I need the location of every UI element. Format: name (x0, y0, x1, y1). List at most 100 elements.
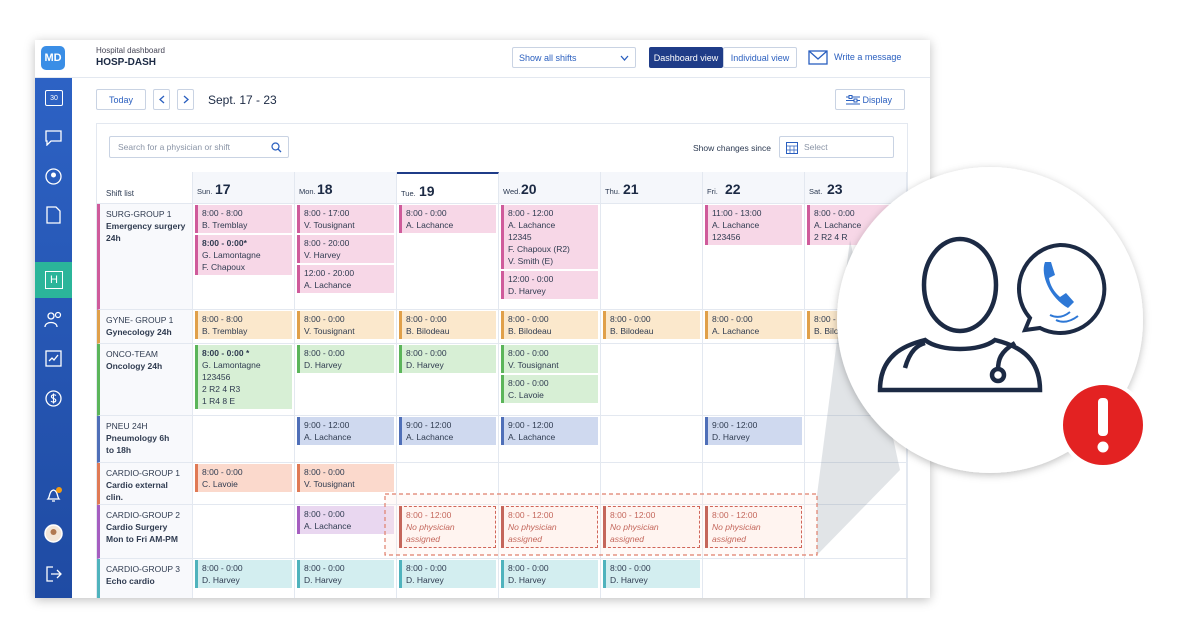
day-cell[interactable]: 8:00 - 0:00 D. Harvey (601, 559, 703, 598)
day-header[interactable]: Mon. 18 (295, 172, 397, 204)
day-cell[interactable] (601, 204, 703, 310)
shift-block[interactable]: 8:00 - 0:00 A. Lachance (705, 311, 802, 339)
prev-button[interactable] (153, 89, 170, 110)
day-cell[interactable]: 8:00 - 0:00 D. Harvey (397, 559, 499, 598)
shift-block[interactable]: 8:00 - 17:00 V. Tousignant (297, 205, 394, 233)
day-cell[interactable] (601, 344, 703, 416)
chat-icon[interactable] (45, 130, 62, 146)
day-cell[interactable] (703, 463, 805, 505)
day-cell[interactable] (499, 463, 601, 505)
dashboard-view[interactable]: Dashboard view (649, 47, 723, 68)
day-header[interactable]: Sun. 17 (193, 172, 295, 204)
day-cell[interactable] (193, 416, 295, 463)
billing-icon[interactable] (45, 390, 62, 407)
shift-label[interactable]: PNEU 24H Pneumology 6h to 18h (97, 416, 193, 463)
shift-label[interactable]: GYNE- GROUP 1 Gynecology 24h (97, 310, 193, 344)
day-cell[interactable]: 8:00 - 0:00 D. Harvey (193, 559, 295, 598)
day-cell[interactable]: 8:00 - 8:00 B. Tremblay 8:00 - 0:00* G. Lam… (193, 204, 295, 310)
shift-block[interactable]: 8:00 - 0:00 C. Lavoie (195, 464, 292, 492)
day-cell[interactable]: 8:00 - 0:00 V. Tousignant (295, 463, 397, 505)
shift-block[interactable]: 8:00 - 0:00 D. Harvey (195, 560, 292, 588)
shift-block[interactable]: 11:00 - 13:00 A. Lachance 123456 (705, 205, 802, 245)
day-cell[interactable]: 8:00 - 0:00 A. Lachance (295, 505, 397, 559)
day-header[interactable]: Thu. 21 (601, 172, 703, 204)
day-cell[interactable]: 8:00 - 0:00 D. Harvey (295, 344, 397, 416)
search-box[interactable]: Search for a physician or shift (109, 136, 289, 158)
shift-block[interactable]: 8:00 - 0:00 B. Bilodeau (399, 311, 496, 339)
day-header[interactable]: Wed. 20 (499, 172, 601, 204)
day-cell[interactable] (397, 463, 499, 505)
shift-block[interactable]: 8:00 - 20:00 V. Harvey (297, 235, 394, 263)
shift-block[interactable]: 8:00 - 0:00 * G. Lamontagne 123456 2 R2 4 R… (195, 345, 292, 409)
individual-view[interactable]: Individual view (723, 47, 797, 68)
day-cell[interactable] (703, 559, 805, 598)
shift-block[interactable]: 8:00 - 0:00 B. Bilodeau (501, 311, 598, 339)
day-header[interactable]: Tue. 19 (397, 172, 499, 204)
day-cell[interactable] (193, 505, 295, 559)
shift-block[interactable]: 8:00 - 0:00 V. Tousignant (297, 311, 394, 339)
shift-block[interactable]: 12:00 - 0:00 D. Harvey (501, 271, 598, 299)
next-button[interactable] (177, 89, 194, 110)
today-button[interactable]: Today (96, 89, 146, 110)
day-cell[interactable]: 9:00 - 12:00 A. Lachance (397, 416, 499, 463)
shift-label[interactable]: SURG-GROUP 1 Emergency surgery 24h (97, 204, 193, 310)
day-cell[interactable] (601, 416, 703, 463)
shift-block[interactable]: 8:00 - 0:00 D. Harvey (297, 345, 394, 373)
day-cell[interactable]: 9:00 - 12:00 D. Harvey (703, 416, 805, 463)
chart-icon[interactable] (45, 350, 62, 367)
day-cell[interactable]: 11:00 - 13:00 A. Lachance 123456 (703, 204, 805, 310)
shift-block[interactable]: 8:00 - 0:00 D. Harvey (399, 345, 496, 373)
day-cell[interactable]: 8:00 - 0:00 A. Lachance (397, 204, 499, 310)
day-cell[interactable]: 8:00 - 0:00 D. Harvey (499, 559, 601, 598)
shift-filter[interactable]: Show all shifts (512, 47, 636, 68)
unassigned-shift[interactable]: 8:00 - 12:00No physician assigned (603, 506, 700, 548)
shift-label[interactable]: CARDIO-GROUP 2 Cardio Surgery Mon to Fri A… (97, 505, 193, 559)
profile-icon[interactable] (45, 168, 62, 185)
notification-icon[interactable] (45, 486, 63, 504)
unassigned-shift[interactable]: 8:00 - 12:00No physician assigned (705, 506, 802, 548)
shift-block[interactable]: 8:00 - 0:00 B. Bilodeau (603, 311, 700, 339)
day-cell[interactable] (805, 505, 907, 559)
shift-block[interactable]: 8:00 - 0:00 D. Harvey (603, 560, 700, 588)
day-cell[interactable] (805, 559, 907, 598)
unassigned-shift[interactable]: 8:00 - 12:00No physician assigned (399, 506, 496, 548)
day-cell[interactable]: 8:00 - 12:00No physician assigned (499, 505, 601, 559)
display-button[interactable]: Display (835, 89, 905, 110)
shift-block[interactable]: 9:00 - 12:00 A. Lachance (399, 417, 496, 445)
hospital-icon[interactable]: H (45, 271, 63, 289)
document-icon[interactable] (46, 206, 61, 224)
shift-block[interactable]: 9:00 - 12:00 A. Lachance (297, 417, 394, 445)
day-cell[interactable]: 8:00 - 0:00 C. Lavoie (193, 463, 295, 505)
day-cell[interactable]: 8:00 - 0:00 B. Bilodeau (499, 310, 601, 344)
day-cell[interactable]: 8:00 - 12:00No physician assigned (601, 505, 703, 559)
shift-block[interactable]: 9:00 - 12:00 A. Lachance (501, 417, 598, 445)
day-cell[interactable]: 8:00 - 0:00 V. Tousignant 8:00 - 0:00 C. La… (499, 344, 601, 416)
day-cell[interactable]: 8:00 - 0:00 D. Harvey (295, 559, 397, 598)
calendar-icon[interactable]: 30 (45, 90, 63, 106)
changes-select[interactable]: Select (779, 136, 894, 158)
unassigned-shift[interactable]: 8:00 - 12:00No physician assigned (501, 506, 598, 548)
write-message[interactable]: Write a message (834, 52, 902, 62)
shift-block[interactable]: 8:00 - 0:00 D. Harvey (501, 560, 598, 588)
day-cell[interactable] (703, 344, 805, 416)
day-cell[interactable]: 8:00 - 12:00No physician assigned (703, 505, 805, 559)
day-cell[interactable]: 8:00 - 0:00 * G. Lamontagne 123456 2 R2 4 R… (193, 344, 295, 416)
day-header[interactable]: Fri. 22 (703, 172, 805, 204)
shift-label[interactable]: ONCO-TEAM Oncology 24h (97, 344, 193, 416)
day-cell[interactable]: 8:00 - 0:00 V. Tousignant (295, 310, 397, 344)
shift-block[interactable]: 9:00 - 12:00 D. Harvey (705, 417, 802, 445)
shift-block[interactable]: 8:00 - 0:00 A. Lachance (399, 205, 496, 233)
day-cell[interactable] (805, 463, 907, 505)
day-cell[interactable]: 8:00 - 12:00No physician assigned (397, 505, 499, 559)
shift-block[interactable]: 8:00 - 0:00* G. Lamontagne F. Chapoux (195, 235, 292, 275)
day-cell[interactable]: 8:00 - 0:00 D. Harvey (397, 344, 499, 416)
shift-label[interactable]: CARDIO-GROUP 3 Echo cardio (97, 559, 193, 598)
day-cell[interactable] (601, 463, 703, 505)
day-cell[interactable]: 8:00 - 8:00 B. Tremblay (193, 310, 295, 344)
shift-block[interactable]: 8:00 - 8:00 B. Tremblay (195, 205, 292, 233)
team-icon[interactable] (44, 310, 64, 328)
shift-block[interactable]: 8:00 - 0:00 C. Lavoie (501, 375, 598, 403)
day-cell[interactable]: 8:00 - 0:00 B. Bilodeau (601, 310, 703, 344)
day-cell[interactable]: 8:00 - 17:00 V. Tousignant 8:00 - 20:00 V. … (295, 204, 397, 310)
avatar[interactable] (44, 524, 63, 543)
